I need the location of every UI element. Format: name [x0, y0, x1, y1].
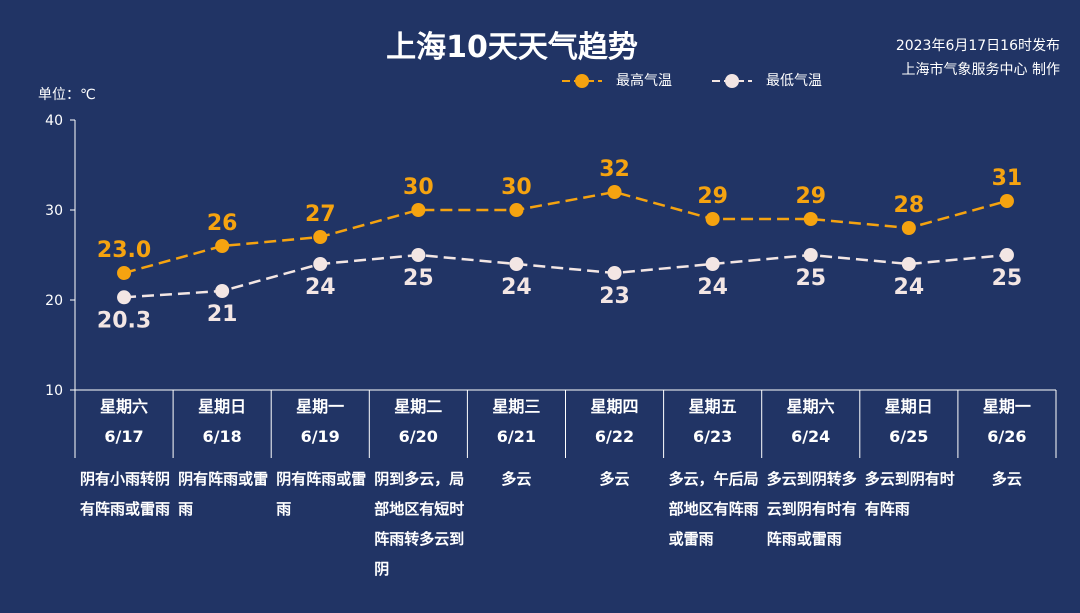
weekday-label: 星期日	[198, 397, 247, 416]
publisher: 上海市气象服务中心 制作	[901, 62, 1060, 78]
data-point-high	[803, 212, 818, 226]
weather-description: 多云	[501, 470, 532, 488]
day-cell: 星期二 6/20	[369, 392, 467, 458]
weather-description: 多云到阴转多云到阴有时有阵雨或雷雨	[766, 470, 857, 548]
data-label-high: 31	[992, 166, 1023, 191]
weather-description: 阴有阵雨或雷雨	[276, 470, 367, 518]
weather-description: 多云，午后局部地区有阵雨或雷雨	[668, 470, 759, 548]
date-label: 6/20	[398, 427, 438, 446]
weekday-label: 星期六	[99, 397, 148, 416]
data-point-low	[509, 257, 524, 271]
legend-marker-low	[712, 74, 752, 88]
series-line-high	[123, 190, 1008, 275]
day-cell: 星期日 6/18	[173, 392, 271, 458]
data-point-low	[803, 248, 818, 262]
weekday-label: 星期一	[296, 397, 345, 416]
weekday-label: 星期三	[492, 397, 541, 416]
series-line-low	[123, 253, 1008, 299]
data-point-high	[509, 203, 524, 217]
data-point-high	[607, 185, 622, 199]
data-point-low	[313, 257, 328, 271]
data-label-low: 25	[795, 266, 826, 291]
unit-label: 单位：℃	[38, 87, 96, 103]
data-label-low: 24	[894, 275, 925, 300]
day-cell: 星期六 6/17	[75, 392, 173, 458]
weather-description: 多云	[991, 470, 1022, 488]
data-point-low	[901, 257, 916, 271]
data-label-low: 25	[992, 266, 1023, 291]
data-label-high: 29	[697, 184, 728, 209]
data-point-high	[313, 230, 328, 244]
publish-time: 2023年6月17日16时发布	[895, 38, 1060, 54]
data-label-high: 26	[207, 211, 238, 236]
y-tick-label: 40	[45, 113, 63, 129]
weekday-label: 星期一	[982, 397, 1031, 416]
date-label: 6/24	[791, 427, 831, 446]
date-label: 6/25	[889, 427, 929, 446]
weather-description: 阴到多云，局部地区有短时阵雨转多云到阴	[374, 470, 465, 578]
day-cell: 星期一 6/19	[271, 392, 369, 458]
data-point-high	[999, 194, 1014, 208]
data-point-high	[215, 239, 230, 253]
date-label: 6/26	[987, 427, 1027, 446]
day-cell: 星期六 6/24	[762, 392, 860, 458]
data-point-low	[607, 266, 622, 280]
day-cell: 星期四 6/22	[566, 392, 664, 458]
date-label: 6/19	[300, 427, 340, 446]
publish-info: 2023年6月17日16时发布 上海市气象服务中心 制作	[896, 34, 1060, 82]
data-label-high: 29	[795, 184, 826, 209]
weather-description: 阴有阵雨或雷雨	[178, 470, 269, 518]
data-label-low: 24	[501, 275, 532, 300]
weather-description: 多云到阴有时有阵雨	[864, 470, 955, 518]
date-label: 6/21	[496, 427, 537, 446]
chart-title: 上海10天天气趋势	[386, 30, 638, 65]
data-point-high	[411, 203, 426, 217]
weekday-label: 星期六	[786, 397, 835, 416]
data-point-low	[705, 257, 720, 271]
weekday-label: 星期五	[688, 397, 737, 416]
date-label: 6/18	[202, 427, 242, 446]
date-label: 6/17	[104, 427, 144, 446]
data-point-low	[215, 284, 230, 298]
y-tick-label: 10	[45, 383, 63, 399]
weekday-label: 星期二	[394, 397, 443, 416]
data-point-low	[411, 248, 426, 262]
day-cell: 星期三 6/21	[467, 392, 565, 458]
data-label-low: 25	[403, 266, 434, 291]
data-point-high	[117, 266, 132, 280]
data-point-high	[901, 221, 916, 235]
y-tick-label: 20	[45, 293, 63, 309]
legend-label-low: 最低气温	[766, 73, 822, 89]
data-label-high: 30	[501, 175, 532, 200]
data-label-low: 21	[207, 302, 238, 327]
data-point-high	[705, 212, 720, 226]
data-label-high: 28	[894, 193, 925, 218]
date-label: 6/22	[594, 427, 635, 446]
day-cell: 星期日 6/25	[860, 392, 958, 458]
legend-marker-high	[562, 74, 602, 88]
data-label-low: 24	[697, 275, 728, 300]
data-label-low: 20.3	[97, 308, 151, 333]
legend-label-high: 最高气温	[616, 73, 672, 89]
weather-description: 阴有小雨转阴有阵雨或雷雨	[80, 470, 171, 518]
data-label-high: 30	[403, 175, 434, 200]
day-cell: 星期一 6/26	[958, 392, 1056, 458]
data-label-low: 24	[305, 275, 336, 300]
data-label-high: 32	[599, 157, 630, 182]
day-cell: 星期五 6/23	[664, 392, 762, 458]
data-label-high: 23.0	[97, 238, 151, 263]
weather-description: 多云	[599, 470, 630, 488]
weekday-label: 星期四	[590, 397, 639, 416]
data-label-high: 27	[305, 202, 336, 227]
data-label-low: 23	[599, 284, 630, 309]
y-tick-label: 30	[45, 203, 63, 219]
data-point-low	[999, 248, 1014, 262]
data-point-low	[117, 290, 132, 305]
date-label: 6/23	[692, 427, 733, 446]
weekday-label: 星期日	[884, 397, 933, 416]
